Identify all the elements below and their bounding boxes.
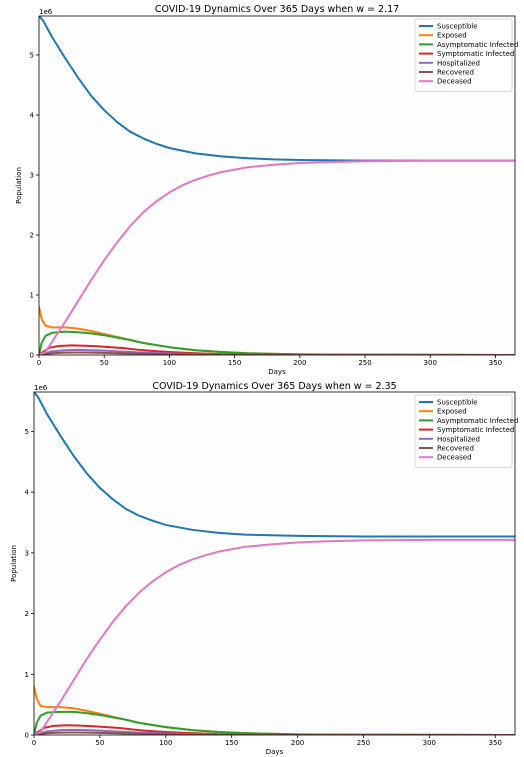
- y-tick-label: 5: [30, 52, 34, 60]
- x-tick-label: 250: [358, 359, 371, 367]
- chart-1: COVID-19 Dynamics Over 365 Days when w =…: [15, 4, 518, 376]
- legend-label: Susceptible: [437, 399, 478, 407]
- x-tick-label: 300: [423, 739, 436, 747]
- legend-label: Exposed: [437, 32, 467, 40]
- x-tick-label: 50: [95, 739, 104, 747]
- y-tick-label: 0: [30, 352, 34, 360]
- legend-label: Recovered: [437, 69, 474, 77]
- y-tick-label: 3: [30, 172, 34, 180]
- series-line-deceased: [34, 538, 515, 735]
- y-tick-label: 1: [25, 671, 29, 679]
- legend-label: Symptomatic Infected: [437, 426, 514, 434]
- x-axis-label: Days: [266, 748, 284, 756]
- x-tick-label: 350: [489, 359, 502, 367]
- legend-label: Symptomatic Infected: [437, 50, 514, 58]
- y-axis-label: Population: [15, 167, 23, 204]
- chart-title: COVID-19 Dynamics Over 365 Days when w =…: [155, 4, 399, 15]
- x-tick-label: 100: [159, 739, 172, 747]
- legend-label: Asymptomatic Infected: [437, 417, 518, 425]
- x-tick-label: 0: [32, 739, 36, 747]
- x-tick-label: 0: [37, 359, 41, 367]
- x-tick-label: 150: [225, 739, 238, 747]
- x-tick-label: 100: [163, 359, 176, 367]
- y-axis-label: Population: [10, 545, 18, 582]
- y-tick-label: 4: [30, 112, 35, 120]
- axes-frame: [33, 391, 516, 736]
- x-tick-label: 200: [291, 739, 304, 747]
- legend-label: Susceptible: [437, 23, 478, 31]
- x-tick-label: 250: [357, 739, 370, 747]
- y-tick-label: 2: [25, 610, 29, 618]
- x-tick-label: 150: [228, 359, 241, 367]
- y-tick-label: 1: [30, 292, 34, 300]
- y-tick-label: 4: [25, 489, 30, 497]
- y-tick-label: 0: [25, 732, 29, 740]
- legend-label: Hospitalized: [437, 435, 480, 443]
- series-line-susceptible: [34, 392, 515, 538]
- y-tick-label: 3: [25, 549, 29, 557]
- axes-frame: [38, 15, 516, 356]
- legend-label: Recovered: [437, 445, 474, 453]
- legend-label: Asymptomatic Infected: [437, 41, 518, 49]
- x-axis-label: Days: [268, 368, 286, 376]
- y-offset-label: 1e6: [39, 8, 53, 16]
- y-tick-label: 2: [30, 232, 34, 240]
- x-tick-label: 300: [424, 359, 437, 367]
- legend-label: Deceased: [437, 78, 472, 86]
- series-line-asymptomatic-infected: [39, 330, 515, 355]
- y-offset-label: 1e6: [34, 384, 48, 392]
- series-lines: [39, 16, 515, 355]
- series-line-deceased: [39, 159, 515, 355]
- legend-label: Exposed: [437, 408, 467, 416]
- legend-box: [414, 394, 513, 468]
- x-tick-label: 50: [100, 359, 109, 367]
- legend-label: Deceased: [437, 454, 472, 462]
- series-line-asymptomatic-infected: [34, 710, 515, 735]
- chart-2: COVID-19 Dynamics Over 365 Days when w =…: [10, 381, 518, 756]
- legend-box: [414, 18, 513, 92]
- series-line-susceptible: [39, 16, 515, 162]
- legend-label: Hospitalized: [437, 59, 480, 67]
- x-tick-label: 350: [489, 739, 502, 747]
- y-tick-label: 5: [25, 428, 29, 436]
- x-tick-label: 200: [293, 359, 306, 367]
- chart-title: COVID-19 Dynamics Over 365 Days when w =…: [152, 381, 396, 392]
